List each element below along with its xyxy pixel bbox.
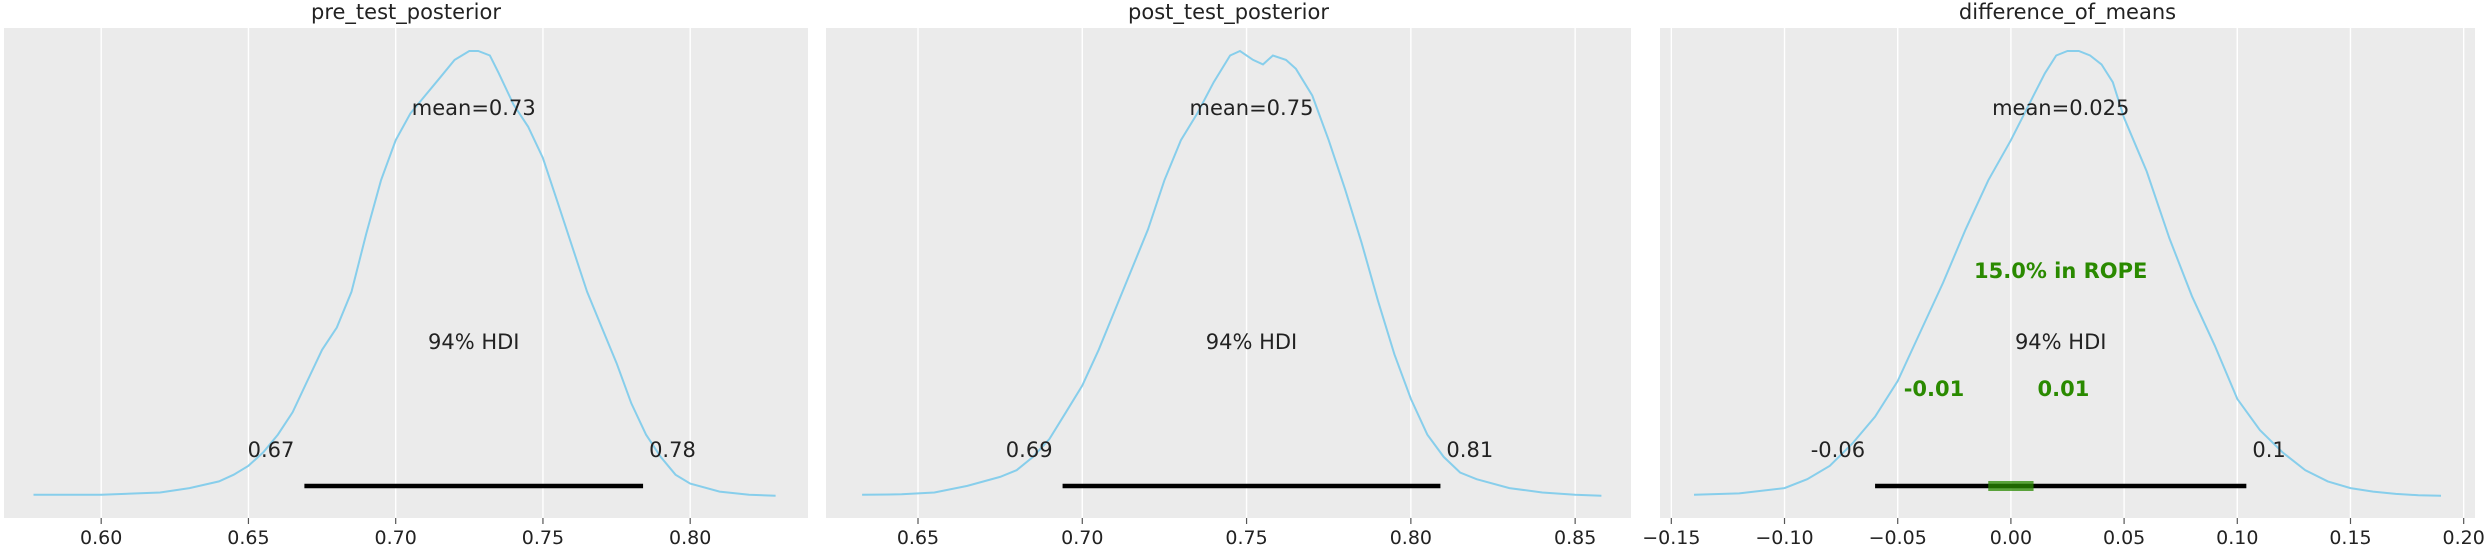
hdi-label: 94% HDI bbox=[2015, 330, 2107, 354]
mean-label: mean=0.025 bbox=[1992, 96, 2129, 120]
x-tick-label: −0.10 bbox=[1755, 527, 1813, 549]
hdi-high-label: 0.78 bbox=[649, 438, 696, 462]
mean-label: mean=0.73 bbox=[412, 96, 536, 120]
x-tick-label: 0.65 bbox=[227, 527, 269, 549]
panel-title: post_test_posterior bbox=[1128, 0, 1329, 25]
hdi-label: 94% HDI bbox=[428, 330, 520, 354]
x-tick-label: 0.75 bbox=[1225, 527, 1267, 549]
x-tick-label: 0.05 bbox=[2103, 527, 2145, 549]
x-tick-label: 0.75 bbox=[522, 527, 564, 549]
x-tick-label: 0.15 bbox=[2329, 527, 2371, 549]
plot-background bbox=[1660, 28, 2475, 518]
panel-difference_of_means: −0.15 −0.10 −0.05 0.00 0.05 0.10 0.15 0.20 diffe… bbox=[1642, 0, 2484, 549]
density-curve bbox=[33, 50, 776, 497]
density-curve bbox=[1693, 50, 2442, 497]
x-tick-label: 0.70 bbox=[1061, 527, 1103, 549]
hdi-high-label: 0.81 bbox=[1446, 438, 1493, 462]
x-tick-label: 0.00 bbox=[1990, 527, 2032, 549]
x-tick-label: −0.05 bbox=[1869, 527, 1927, 549]
x-tick-label: 0.80 bbox=[1390, 527, 1432, 549]
plot-background bbox=[826, 28, 1631, 518]
x-tick-label: 0.60 bbox=[80, 527, 122, 549]
hdi-high-label: 0.1 bbox=[2252, 438, 2285, 462]
rope-percent-label: 15.0% in ROPE bbox=[1974, 259, 2147, 283]
panel-title: difference_of_means bbox=[1959, 0, 2176, 25]
hdi-low-label: 0.67 bbox=[248, 438, 295, 462]
density-curve bbox=[862, 49, 1602, 497]
rope-high-label: 0.01 bbox=[2038, 377, 2090, 401]
rope-band bbox=[1988, 481, 2034, 491]
hdi-low-label: 0.69 bbox=[1006, 438, 1053, 462]
mean-label: mean=0.75 bbox=[1190, 96, 1314, 120]
hdi-label: 94% HDI bbox=[1206, 330, 1298, 354]
rope-low-label: -0.01 bbox=[1904, 377, 1965, 401]
panel-pre_test_posterior: 0.60 0.65 0.70 0.75 0.80 pre_test_posterior 0.… bbox=[4, 0, 808, 549]
x-tick-label: 0.85 bbox=[1554, 527, 1596, 549]
hdi-low-label: -0.06 bbox=[1811, 438, 1865, 462]
panel-title: pre_test_posterior bbox=[311, 0, 501, 25]
x-tick-label: 0.10 bbox=[2216, 527, 2258, 549]
panel-post_test_posterior: 0.65 0.70 0.75 0.80 0.85 post_test_posterior 0… bbox=[826, 0, 1631, 549]
plot-background bbox=[4, 28, 808, 518]
x-tick-label: 0.80 bbox=[669, 527, 711, 549]
x-tick-label: 0.20 bbox=[2443, 527, 2484, 549]
x-tick-label: 0.65 bbox=[897, 527, 939, 549]
x-tick-label: −0.15 bbox=[1642, 527, 1700, 549]
x-tick-label: 0.70 bbox=[375, 527, 417, 549]
